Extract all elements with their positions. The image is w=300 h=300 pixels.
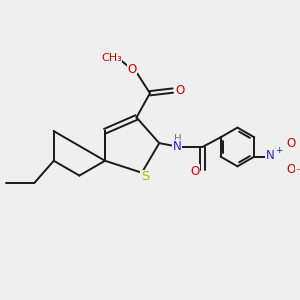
- Text: N: N: [266, 149, 274, 162]
- Text: O: O: [127, 63, 136, 76]
- Text: O: O: [287, 137, 296, 150]
- Text: +: +: [275, 146, 283, 155]
- Text: O: O: [287, 163, 296, 176]
- Text: S: S: [141, 170, 149, 183]
- Text: O: O: [175, 84, 184, 97]
- Text: H: H: [174, 134, 181, 144]
- Text: O: O: [190, 165, 200, 178]
- Text: N: N: [173, 140, 182, 154]
- Text: CH₃: CH₃: [101, 53, 122, 63]
- Text: ⁻: ⁻: [296, 166, 300, 179]
